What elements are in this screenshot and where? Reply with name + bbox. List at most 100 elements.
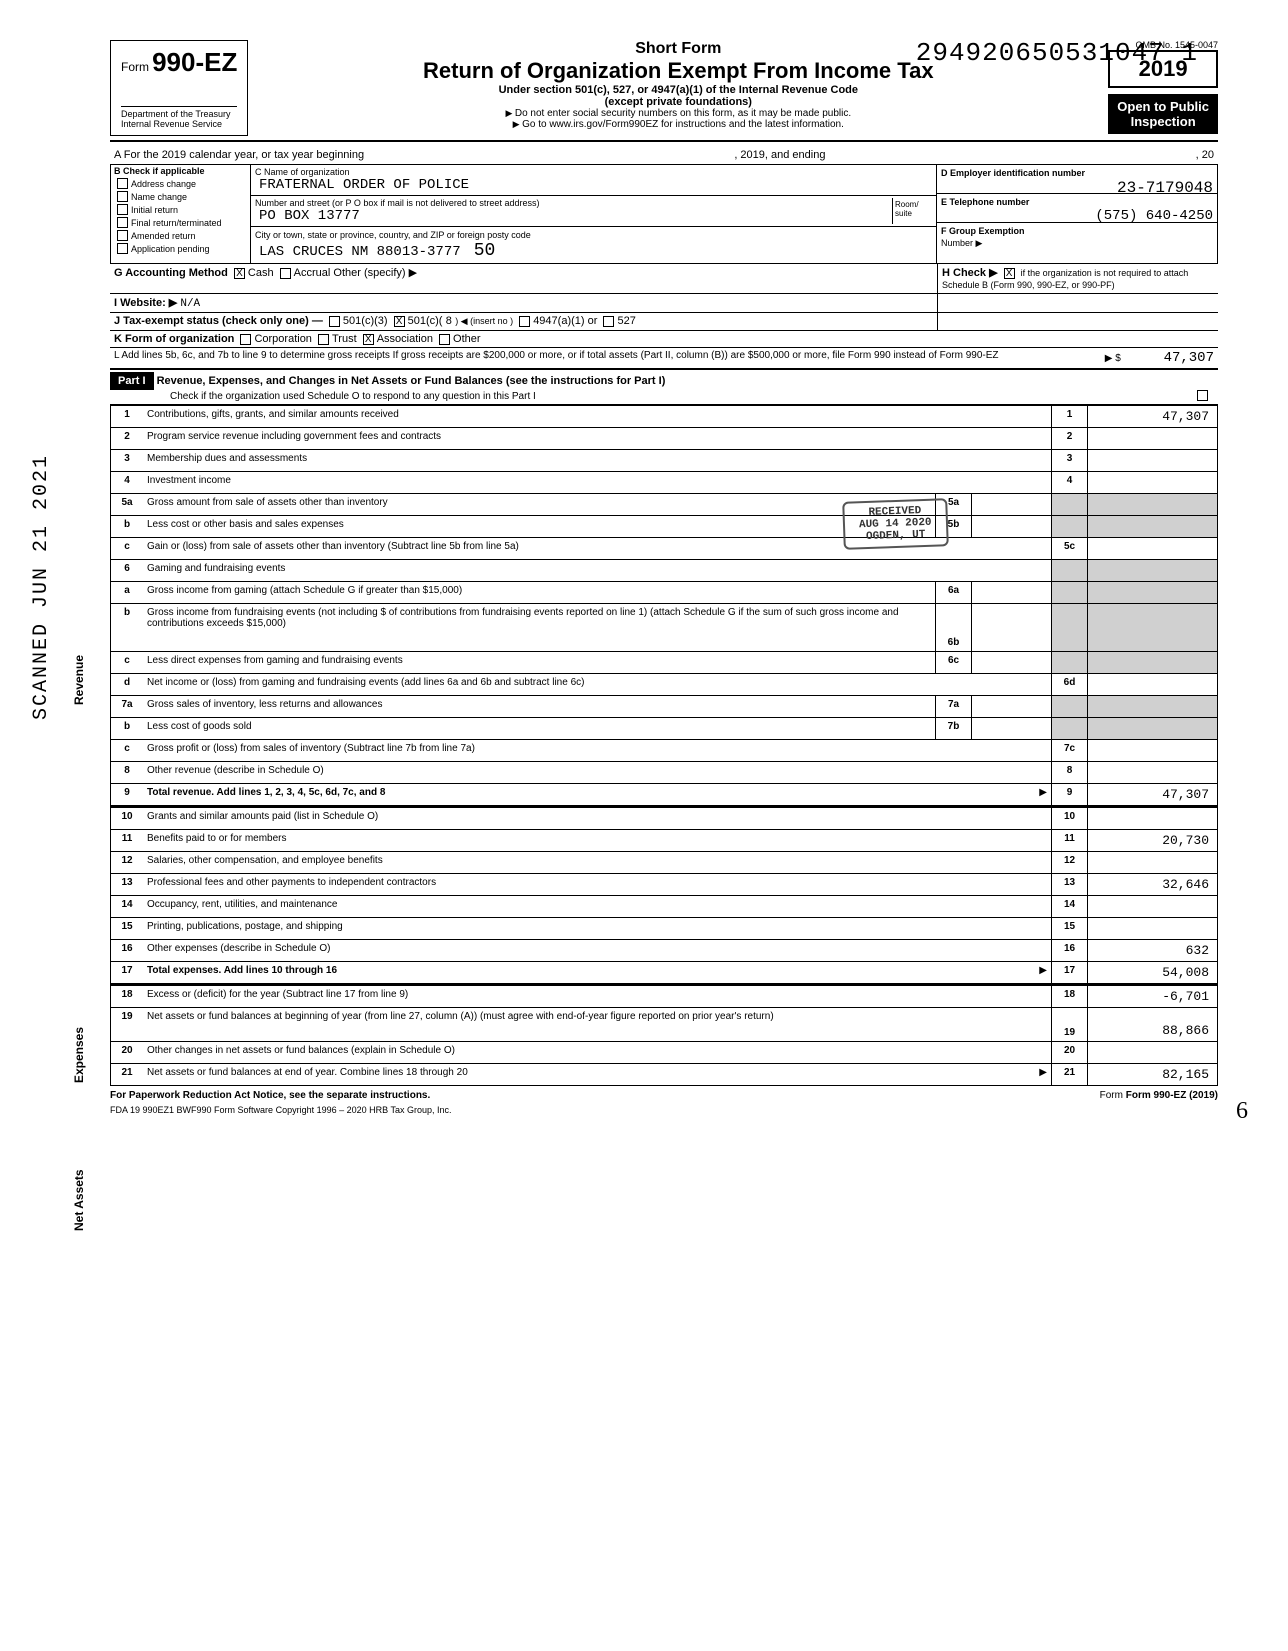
line-13-amt: 32,646 [1087, 874, 1217, 895]
chk-527[interactable] [603, 316, 614, 327]
b-opt-4: Amended return [131, 231, 196, 241]
chk-other[interactable] [439, 334, 450, 345]
part-i-label: Part I [110, 372, 154, 390]
line-17-no: 17 [111, 962, 143, 983]
line-11-no: 11 [111, 830, 143, 851]
stamp-received-l3: OGDEN, UT [860, 529, 933, 544]
line-14-amt [1087, 896, 1217, 917]
part-i-heading: Revenue, Expenses, and Changes in Net As… [157, 375, 666, 387]
line-17-numcol: 17 [1051, 962, 1087, 983]
chk-501c[interactable]: X [394, 316, 405, 327]
chk-501c3[interactable] [329, 316, 340, 327]
line-5b-desc: Less cost or other basis and sales expen… [143, 516, 935, 537]
chk-address-change[interactable] [117, 178, 128, 189]
line-2: 2 Program service revenue including gove… [111, 427, 1217, 449]
j-label: J Tax-exempt status (check only one) — [114, 315, 323, 327]
line-6a-col: 6a [935, 582, 971, 603]
line-19-numcol: 19 [1051, 1008, 1087, 1041]
chk-amended[interactable] [117, 230, 128, 241]
h-label: H Check ▶ [942, 267, 998, 279]
line-7c: c Gross profit or (loss) from sales of i… [111, 739, 1217, 761]
g-cash: Cash [248, 267, 274, 279]
line-15-no: 15 [111, 918, 143, 939]
line-9: 9 Total revenue. Add lines 1, 2, 3, 4, 5… [111, 783, 1217, 807]
line-19: 19 Net assets or fund balances at beginn… [111, 1007, 1217, 1041]
line-1-amt: 47,307 [1087, 406, 1217, 427]
line-6a-desc: Gross income from gaming (attach Schedul… [143, 582, 935, 603]
c-city-row: City or town, state or province, country… [251, 227, 936, 263]
b-opt-1: Name change [131, 192, 187, 202]
line-2-no: 2 [111, 428, 143, 449]
line-12-numcol: 12 [1051, 852, 1087, 873]
chk-schedule-o[interactable] [1197, 390, 1208, 401]
line-6c: c Less direct expenses from gaming and f… [111, 651, 1217, 673]
line-6d-no: d [111, 674, 143, 695]
line-6a-shade1 [1051, 582, 1087, 603]
c-addr-row: Number and street (or P O box if mail is… [251, 196, 936, 227]
line-7b-desc: Less cost of goods sold [143, 718, 935, 739]
line-20-desc: Other changes in net assets or fund bala… [143, 1042, 1051, 1063]
k-assoc: Association [377, 333, 433, 345]
line-7b-val [971, 718, 1051, 739]
line-7c-amt [1087, 740, 1217, 761]
chk-trust[interactable] [318, 334, 329, 345]
line-5a-val [971, 494, 1051, 515]
chk-corp[interactable] [240, 334, 251, 345]
line-17-desc: Total expenses. Add lines 10 through 16 [147, 965, 337, 976]
line-2-numcol: 2 [1051, 428, 1087, 449]
line-15-amt [1087, 918, 1217, 939]
line-5c-amt [1087, 538, 1217, 559]
line-4-desc: Investment income [143, 472, 1051, 493]
line-15-numcol: 15 [1051, 918, 1087, 939]
line-9-desc: Total revenue. Add lines 1, 2, 3, 4, 5c,… [147, 787, 385, 798]
line-7a: 7a Gross sales of inventory, less return… [111, 695, 1217, 717]
line-6c-no: c [111, 652, 143, 673]
line-12-desc: Salaries, other compensation, and employ… [143, 852, 1051, 873]
line-6a: a Gross income from gaming (attach Sched… [111, 581, 1217, 603]
paren-note: (except private foundations) [263, 96, 1093, 108]
chk-accrual[interactable] [280, 268, 291, 279]
line-3-numcol: 3 [1051, 450, 1087, 471]
line-21-numcol: 21 [1051, 1064, 1087, 1085]
f-value-handwritten: 50 [474, 241, 496, 261]
chk-final[interactable] [117, 217, 128, 228]
room-label: Room/ suite [892, 198, 932, 224]
addr-label: Number and street (or P O box if mail is… [255, 198, 539, 208]
line-16-numcol: 16 [1051, 940, 1087, 961]
line-7a-shade2 [1087, 696, 1217, 717]
chk-cash[interactable]: X [234, 268, 245, 279]
line-11-numcol: 11 [1051, 830, 1087, 851]
line-6a-val [971, 582, 1051, 603]
chk-pending[interactable] [117, 243, 128, 254]
e-label: E Telephone number [941, 197, 1029, 207]
line-5b: b Less cost or other basis and sales exp… [111, 515, 1217, 537]
line-6-no: 6 [111, 560, 143, 581]
line-11-desc: Benefits paid to or for members [143, 830, 1051, 851]
entity-block: B Check if applicable Address change Nam… [110, 164, 1218, 263]
chk-assoc[interactable]: X [363, 334, 374, 345]
line-6b-desc: Gross income from fundraising events (no… [143, 604, 935, 651]
line-6b-col: 6b [935, 604, 971, 651]
line-10: 10 Grants and similar amounts paid (list… [111, 807, 1217, 829]
chk-4947[interactable] [519, 316, 530, 327]
line-a: A For the 2019 calendar year, or tax yea… [110, 146, 1218, 164]
chk-initial[interactable] [117, 204, 128, 215]
line-4-amt [1087, 472, 1217, 493]
row-gh: G Accounting Method XCash Accrual Other … [110, 263, 1218, 293]
line-2-amt [1087, 428, 1217, 449]
line-6c-val [971, 652, 1051, 673]
line-a-mid: , 2019, and ending [734, 149, 825, 161]
j-insert-no: 8 [446, 316, 453, 328]
ein-value: 23-7179048 [1117, 179, 1213, 197]
row-i: I Website: ▶ N/A [110, 293, 1218, 312]
line-7c-numcol: 7c [1051, 740, 1087, 761]
line-4-no: 4 [111, 472, 143, 493]
line-15: 15 Printing, publications, postage, and … [111, 917, 1217, 939]
chk-name-change[interactable] [117, 191, 128, 202]
scan-stamp: SCANNED JUN 21 2021 [30, 454, 53, 720]
line-8-no: 8 [111, 762, 143, 783]
line-14-desc: Occupancy, rent, utilities, and maintena… [143, 896, 1051, 917]
line-12-no: 12 [111, 852, 143, 873]
c-label-text: C Name of organization [255, 167, 350, 177]
chk-h[interactable]: X [1004, 268, 1015, 279]
